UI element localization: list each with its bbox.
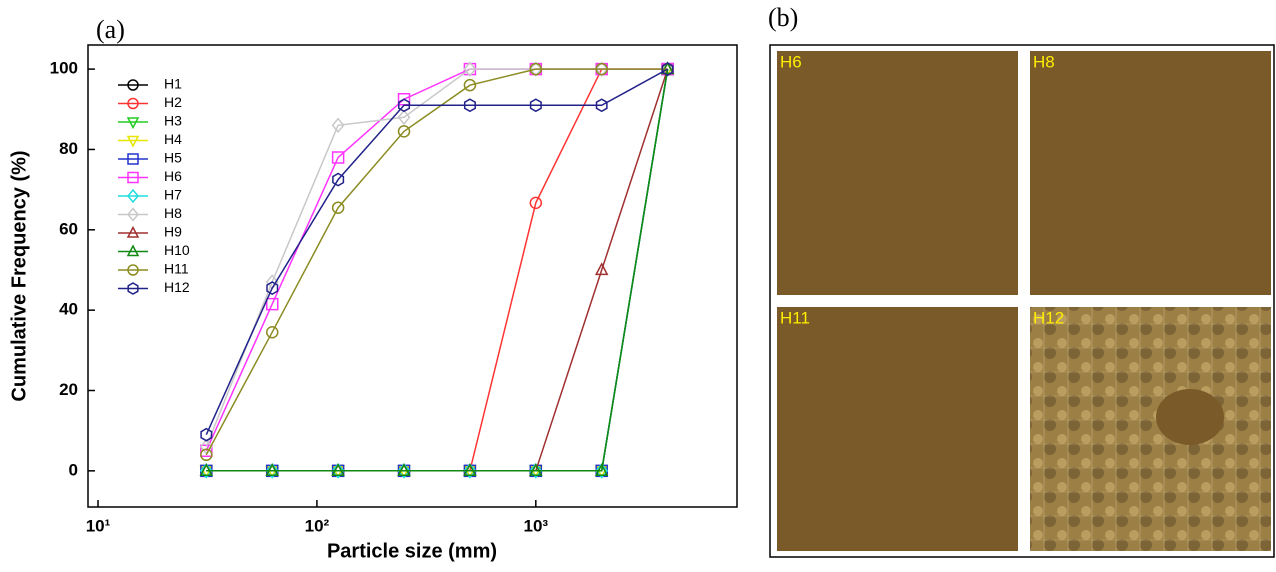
legend-marker [127,264,139,276]
panel-label: (a) [96,15,125,44]
panel-name: H8 [1033,52,1055,71]
image-grid: H6 H8 H11 H12 [769,44,1275,558]
marker [266,281,279,295]
marker [332,172,345,187]
panel-name: H6 [780,52,802,71]
plot-frame [87,44,738,508]
marker [660,61,675,75]
x-tick-label: 10¹ [86,516,111,535]
micrograph [1030,307,1271,551]
marker [199,463,214,476]
panel-label: (b) [768,3,798,32]
legend-marker [126,117,140,130]
marker [199,463,213,479]
legend-marker [126,225,140,238]
marker [331,463,345,476]
legend-label: H6 [164,168,182,184]
legend-marker [127,79,139,91]
micrograph [1030,51,1271,295]
legend-label: H11 [164,261,189,277]
marker [463,98,476,113]
marker [595,98,608,113]
marker [398,98,411,113]
micrograph [777,51,1018,295]
legend-label: H10 [164,242,190,258]
marker [200,448,213,462]
marker [595,463,609,479]
y-tick-label: 60 [59,219,78,238]
marker [529,61,543,77]
series-line [206,68,669,472]
marker [529,62,543,76]
series-line [205,68,668,447]
legend-marker [127,171,139,184]
legend-label: H12 [164,279,190,295]
y-tick-label: 20 [59,380,78,399]
legend-marker [127,207,139,222]
marker [331,117,345,134]
legend-marker [126,244,140,257]
series-line [205,68,668,436]
marker [265,325,279,339]
marker [265,463,279,476]
series-line [205,68,668,456]
marker [463,61,477,77]
legend-marker [127,153,139,165]
micrograph [777,307,1018,551]
marker [463,463,477,479]
legend-label: H1 [164,76,182,92]
series-line [205,68,668,452]
marker [594,262,609,276]
marker [594,463,609,476]
legend-marker [126,135,140,148]
legend-label: H5 [164,150,182,166]
marker [529,196,543,210]
marker [331,151,345,164]
marker [397,463,411,476]
y-tick-label: 0 [69,460,78,479]
legend-label: H3 [164,113,182,129]
legend-label: H2 [164,94,182,110]
marker [200,427,213,442]
marker [595,61,609,77]
y-tick-label: 100 [50,59,78,78]
x-axis-title: Particle size (mm) [327,540,497,562]
marker [331,201,345,214]
x-tick-label: 10² [305,516,330,535]
panel-name: H11 [780,308,810,327]
marker [397,109,411,126]
x-tick-label: 10³ [524,516,549,535]
marker [397,463,411,479]
legend-label: H8 [164,205,182,221]
marker [331,463,345,479]
legend-marker [127,282,139,295]
marker [529,463,543,476]
panel-name: H12 [1033,308,1064,327]
legend-label: H7 [164,187,182,203]
marker [463,463,477,476]
legend-label: H9 [164,224,182,240]
marker [661,62,674,77]
legend-marker [127,97,139,110]
legend-label: H4 [164,131,182,147]
marker [265,463,279,479]
marker [529,98,542,113]
y-tick-label: 40 [59,300,78,319]
marker [595,62,608,76]
legend-marker [127,188,139,204]
marker [397,125,411,138]
marker [265,297,279,311]
y-axis-title: Cumulative Frequency (%) [8,150,30,401]
marker [529,463,543,479]
marker [463,78,477,92]
pore [1156,389,1224,445]
y-tick-label: 80 [59,139,78,158]
